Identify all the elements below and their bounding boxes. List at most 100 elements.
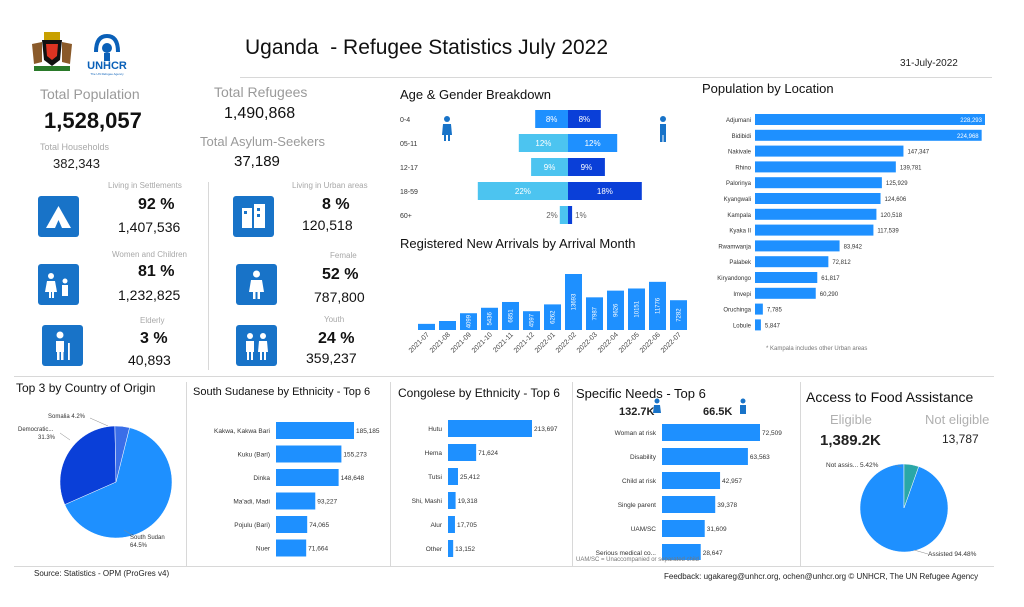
location-chart: Adjumani 228,293 Bidibidi 224,968 Nakivale 14…: [717, 114, 985, 331]
needs-value-label: 39,378: [717, 502, 737, 509]
origin-leader-somalia: [89, 417, 109, 427]
arrival-bar: [649, 281, 666, 330]
congolese-name-label: Hema: [425, 450, 443, 457]
location-bar: [755, 272, 818, 283]
feedback-text: Feedback: ugakareg@unhcr.org, ochen@unhc…: [664, 572, 979, 581]
ss-ethnicity-value-label: 148,648: [341, 475, 365, 482]
location-bar: [755, 319, 761, 331]
arrival-month-label: 2021-09: [450, 331, 473, 354]
total-population-value: 1,528,057: [44, 108, 142, 133]
settlements-pct: 92 %: [138, 196, 175, 213]
location-value-label: 125,929: [886, 181, 908, 187]
arrival-month-label: 2021-11: [492, 331, 515, 354]
total-households-label: Total Households: [40, 142, 110, 152]
location-name-label: Oruchinga: [723, 308, 751, 314]
needs-bar: [662, 448, 748, 465]
needs-bar: [662, 544, 701, 560]
arrival-bar: [481, 307, 498, 330]
age-female-label: 12%: [535, 139, 551, 148]
location-name-label: Bidibidi: [732, 134, 751, 140]
arrival-bar: [439, 321, 456, 330]
women-children-label: Women and Children: [112, 250, 188, 259]
congolese-name-label: Hutu: [428, 426, 442, 433]
needs-name-label: Single parent: [618, 502, 656, 509]
female-icon: [236, 264, 277, 305]
ss-ethnicity-name-label: Ma'adi, Madi: [233, 499, 270, 506]
arrival-bar: [628, 288, 645, 330]
age-gender-chart: 0-4 8% 8% 05-11 12% 12% 12-17 9% 9% 18-59 22% 18% 60…: [400, 110, 666, 224]
age-female-label: 2%: [546, 211, 558, 220]
arrival-month-label: 2022-02: [555, 331, 578, 354]
arrival-bar: [586, 297, 603, 330]
arrivals-title: Registered New Arrivals by Arrival Month: [400, 236, 636, 251]
source-text: Source: Statistics - OPM (ProGres v4): [34, 569, 170, 578]
age-female-bar: [535, 110, 568, 128]
age-male-bar: [568, 134, 618, 152]
total-refugees-value: 1,490,868: [224, 105, 296, 122]
location-bar: [755, 145, 904, 157]
location-value-label: 60,290: [820, 292, 839, 298]
needs-value-label: 72,509: [762, 430, 782, 437]
congolese-chart: Hutu 213,697 Hema 71,624 Tutsi 25,412 Shi, Mas…: [412, 420, 558, 557]
total-population-label: Total Population: [40, 86, 140, 102]
youth-icon: [236, 325, 277, 366]
age-tick-label: 60+: [400, 213, 412, 220]
needs-title: Specific Needs - Top 6: [576, 386, 706, 401]
ss-ethnicity-value-label: 74,065: [309, 522, 329, 529]
location-value-label: 83,942: [844, 244, 863, 250]
needs-female-total: 132.7K: [619, 406, 655, 418]
congolese-name-label: Alur: [430, 522, 442, 529]
arrival-month-label: 2022-05: [618, 331, 641, 354]
footer-divider: [14, 566, 994, 567]
needs-value-label: 42,957: [722, 478, 742, 485]
divider-2: [390, 382, 391, 566]
congolese-bar: [448, 492, 456, 509]
arrival-month-label: 2022-07: [660, 331, 683, 354]
location-value-label: 228,293: [960, 118, 982, 124]
age-tick-label: 18-59: [400, 189, 418, 196]
ss-ethnicity-value-label: 71,664: [308, 546, 328, 553]
location-name-label: Palorinya: [726, 181, 752, 187]
needs-bar: [662, 472, 721, 489]
ss-ethnicity-bar: [276, 492, 316, 510]
youth-pct: 24 %: [318, 330, 355, 347]
age-tick-label: 12-17: [400, 165, 418, 172]
unhcr-logo-text: UNHCR: [87, 60, 127, 72]
arrival-value-label: 6851: [509, 309, 515, 323]
arrival-bar: [460, 313, 477, 330]
age-male-label: 9%: [581, 163, 593, 172]
location-bar: [755, 303, 763, 315]
location-value-label: 139,781: [900, 165, 922, 171]
ss-ethnicity-name-label: Kuku (Bari): [237, 452, 270, 459]
congolese-bar: [448, 468, 458, 485]
food-pie-chart: Not assis... 5.42% Assisted 94.48%: [826, 462, 977, 558]
age-female-label: 22%: [515, 187, 531, 196]
uam-note: UAM/SC = Unaccompanied or separated chil…: [576, 557, 699, 563]
congolese-bar: [448, 444, 477, 461]
origin-pie-chart: South Sudan 64.5% Democratic... 31.3% Somali…: [18, 414, 173, 549]
settlements-label: Living in Settlements: [108, 181, 182, 190]
unhcr-logo-subtext: The UN Refugee Agency: [90, 72, 124, 76]
location-value-label: 120,518: [880, 213, 902, 219]
needs-name-label: Child at risk: [622, 478, 657, 485]
stats-divider: [208, 182, 209, 370]
arrival-bar: [523, 311, 540, 330]
location-bar: [755, 240, 840, 252]
arrival-bar: [502, 301, 519, 330]
food-label-assisted: Assisted 94.48%: [928, 551, 977, 558]
location-bar: [755, 177, 882, 189]
needs-male-icon: [740, 398, 746, 414]
food-leader-assisted: [913, 549, 929, 555]
elderly-label: Elderly: [140, 316, 165, 325]
arrival-month-label: 2021-07: [408, 331, 431, 354]
location-bar: [755, 114, 985, 125]
arrival-value-label: 7987: [593, 306, 599, 320]
location-value-label: 147,347: [907, 150, 929, 156]
location-value-label: 7,785: [767, 308, 783, 314]
ss-ethnicity-bar: [276, 539, 307, 557]
location-name-label: Kampala: [727, 213, 751, 219]
needs-bar: [662, 520, 705, 537]
needs-value-label: 28,647: [703, 550, 723, 557]
congolese-name-label: Shi, Mashi: [412, 498, 442, 505]
congolese-name-label: Other: [426, 546, 443, 553]
